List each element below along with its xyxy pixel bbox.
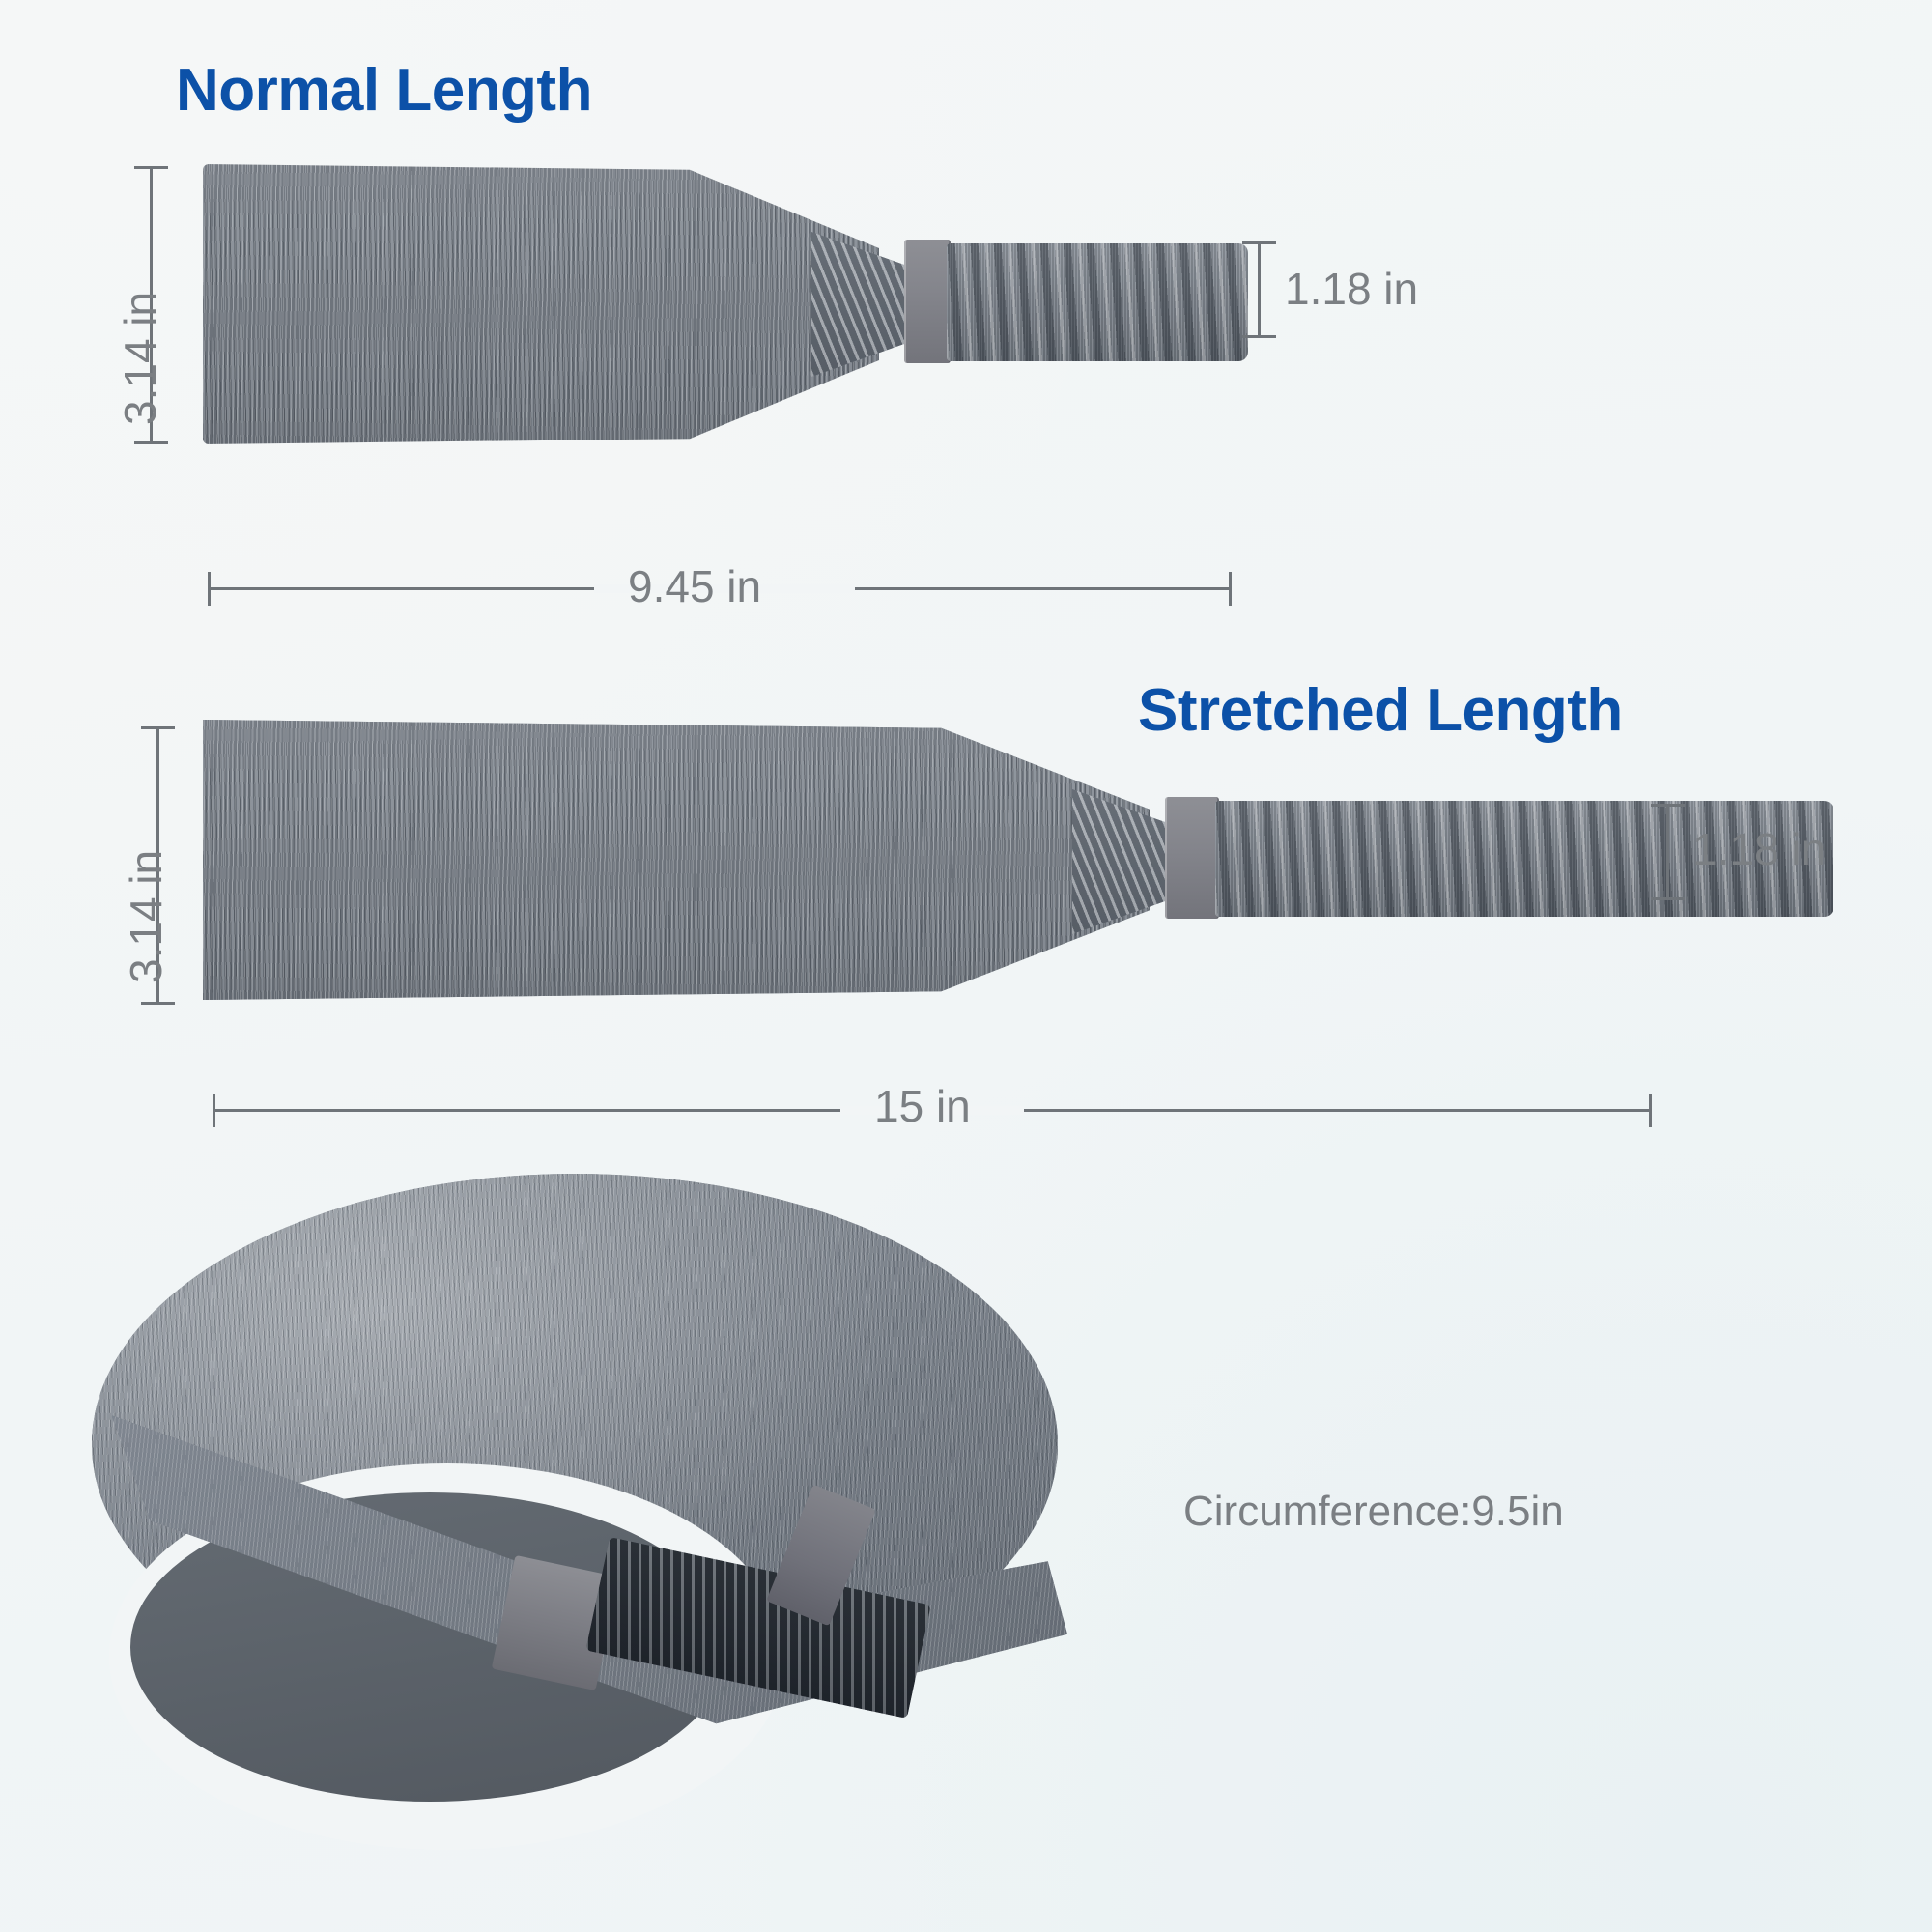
headband-label-tab <box>904 240 951 363</box>
headband-elastic-section <box>1215 801 1833 917</box>
stretched-length-heading: Stretched Length <box>1138 677 1623 744</box>
normal-height-label: 3.14 in <box>115 291 165 425</box>
headband-stretched-flat <box>203 720 1833 1000</box>
stretched-elastic-height-dimension-line <box>1651 804 1685 900</box>
headband-gathered-cinch <box>1072 789 1179 934</box>
headband-3d-loop-view <box>92 1174 1145 1879</box>
normal-height-dimension-line <box>134 166 168 444</box>
stretched-height-dimension-line <box>141 726 175 1005</box>
stretched-height-label: 3.14 in <box>121 849 171 983</box>
circumference-label: Circumference:9.5in <box>1183 1488 1564 1535</box>
normal-elastic-height-dimension-line <box>1242 242 1276 338</box>
normal-elastic-height-label: 1.18 in <box>1285 264 1419 314</box>
normal-length-label: 9.45 in <box>628 561 762 611</box>
headband-gathered-cinch <box>811 232 918 377</box>
headband-label-tab <box>1165 797 1219 919</box>
stretched-length-label: 15 in <box>874 1081 971 1131</box>
headband-wide-section <box>203 720 1150 1000</box>
normal-length-dimension-line <box>208 572 1232 606</box>
headband-elastic-section <box>947 243 1248 361</box>
headband-normal-flat <box>203 164 1248 444</box>
stretched-elastic-height-label: 1.18 in <box>1692 824 1827 874</box>
stretched-length-dimension-line <box>213 1094 1652 1127</box>
normal-length-heading: Normal Length <box>176 57 592 124</box>
headband-wide-section <box>203 164 879 444</box>
